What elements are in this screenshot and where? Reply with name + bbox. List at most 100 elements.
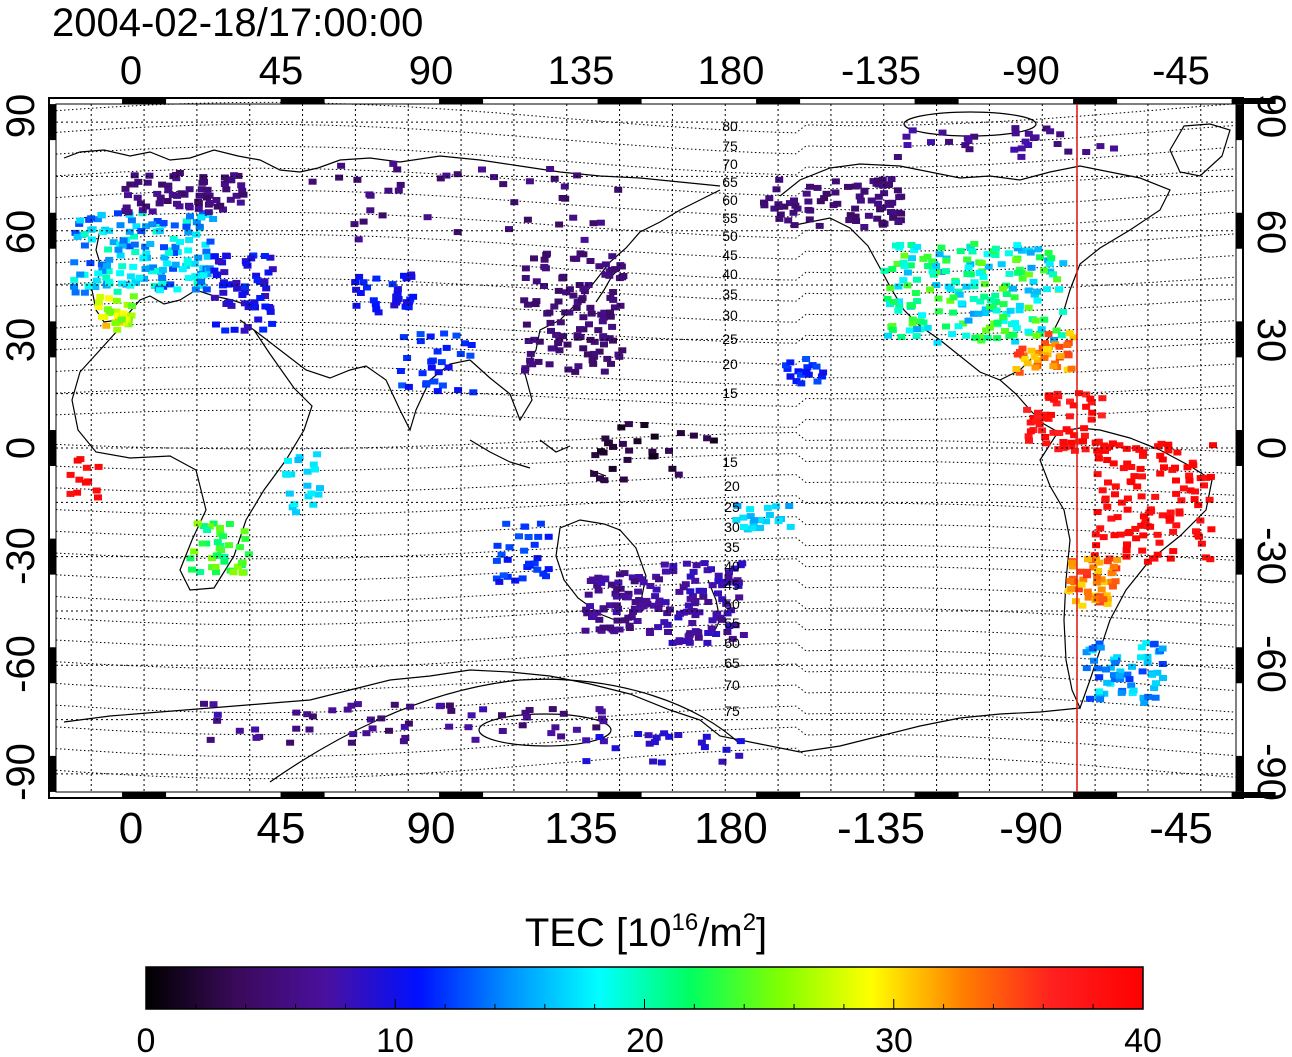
tec-cell: [908, 302, 916, 309]
tec-cell: [846, 212, 855, 219]
tec-cell: [595, 734, 604, 740]
tec-cell: [963, 256, 972, 263]
tec-cell: [498, 712, 506, 719]
tec-cell: [1097, 412, 1106, 419]
tec-cell: [209, 216, 218, 222]
tec-cell: [493, 542, 502, 549]
tec-cell: [1092, 542, 1101, 549]
tec-cell: [433, 348, 442, 355]
tec-cell: [366, 207, 375, 214]
tec-cell: [1024, 271, 1033, 278]
tec-cell: [1197, 540, 1206, 547]
tec-cell: [1111, 676, 1119, 683]
tec-cell: [1005, 332, 1014, 339]
tec-cell: [614, 186, 623, 193]
tec-cell: [654, 606, 663, 612]
tec-cell: [618, 592, 627, 599]
tec-cell: [102, 274, 111, 281]
tec-cell: [164, 249, 173, 256]
tec-cell: [614, 351, 623, 358]
tec-cell: [919, 319, 928, 326]
tec-cell: [233, 563, 242, 570]
tec-cell: [159, 283, 168, 290]
tec-cell: [1052, 400, 1061, 407]
tec-cell: [213, 271, 222, 278]
tec-cell: [979, 273, 988, 280]
tec-cell: [402, 299, 411, 306]
tec-cell: [404, 304, 413, 311]
bottom-lon-label: -45: [1149, 804, 1213, 853]
tec-cell: [736, 562, 745, 569]
tec-cell: [113, 326, 122, 333]
tec-cell: [1139, 532, 1148, 539]
tec-cell: [186, 555, 195, 562]
frame-tick-bottom: [597, 792, 642, 798]
tec-cell: [76, 217, 85, 224]
tec-cell: [661, 568, 670, 575]
tec-cell: [205, 265, 214, 272]
tec-cell: [393, 286, 402, 293]
tec-cell: [250, 299, 259, 306]
tec-cell: [112, 297, 121, 304]
south-contour-label: 60: [724, 635, 740, 651]
tec-cell: [652, 586, 661, 593]
tec-cell: [928, 258, 937, 265]
tec-cell: [1143, 659, 1152, 666]
tec-cell: [505, 544, 514, 551]
tec-cell: [1021, 138, 1030, 145]
tec-cell: [377, 715, 386, 722]
tec-cell: [946, 297, 955, 304]
tec-cell: [1098, 487, 1107, 494]
tec-cell: [1006, 307, 1015, 314]
tec-cell: [403, 355, 412, 361]
tec-cell: [355, 273, 364, 280]
tec-cell: [675, 588, 684, 595]
tec-cell: [1024, 287, 1033, 294]
tec-cell: [143, 179, 152, 186]
tec-cell: [1015, 307, 1024, 314]
tec-cell: [160, 244, 168, 251]
tec-cell: [556, 319, 565, 326]
tec-cell: [674, 639, 683, 646]
tec-cell: [471, 736, 480, 743]
tec-cell: [770, 205, 779, 212]
tec-cell: [347, 702, 356, 709]
tec-cell: [895, 298, 903, 305]
tec-cell: [655, 597, 664, 604]
frame-tick-left: [49, 647, 56, 684]
tec-cell: [577, 297, 586, 304]
tec-cell: [1185, 477, 1194, 484]
tec-cell: [999, 301, 1008, 308]
tec-cell: [392, 293, 401, 300]
tec-cell: [153, 190, 162, 197]
tec-cell: [1026, 428, 1035, 435]
tec-cell: [623, 456, 632, 463]
tec-cell: [401, 734, 410, 741]
tec-cell: [954, 323, 963, 330]
tec-cell: [82, 464, 91, 471]
coastline-arabia-india: [253, 329, 471, 432]
tec-cell: [166, 281, 175, 288]
tec-cell: [193, 520, 202, 527]
tec-cell: [524, 534, 533, 540]
tec-cell: [264, 269, 273, 276]
tec-cell: [126, 282, 135, 289]
tec-cell: [225, 299, 234, 306]
tec-cell: [518, 575, 527, 582]
tec-cell: [775, 215, 784, 222]
tec-cell: [981, 310, 989, 316]
tec-cell: [1084, 556, 1092, 563]
tec-cell: [1069, 402, 1078, 409]
tec-cell: [1024, 433, 1033, 440]
tec-cell: [599, 624, 608, 631]
tec-cell: [1065, 413, 1074, 420]
tec-cell: [129, 263, 138, 270]
tec-cell: [613, 617, 622, 624]
tec-cell: [155, 200, 164, 207]
tec-cell: [185, 237, 194, 243]
magnetic-contour: [55, 495, 1237, 518]
tec-cell: [227, 302, 236, 309]
tec-cell: [984, 263, 993, 270]
tec-cell: [1104, 479, 1112, 486]
tec-cell: [598, 715, 606, 722]
